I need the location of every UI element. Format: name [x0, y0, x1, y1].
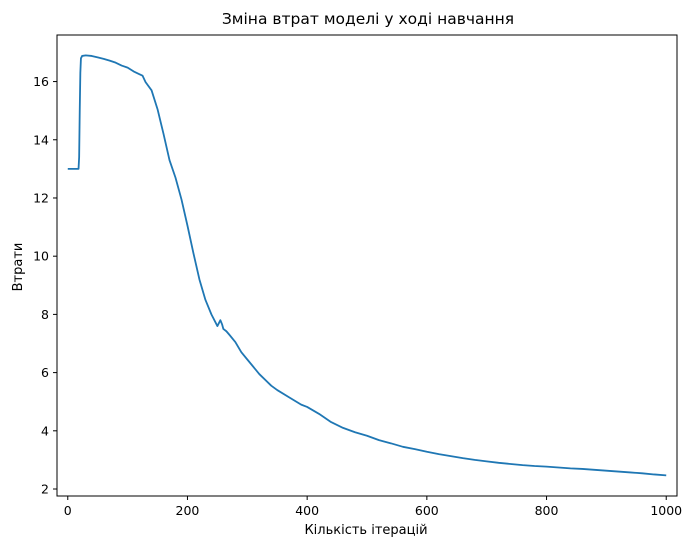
chart-title: Зміна втрат моделі у ході навчання: [222, 10, 514, 28]
y-tick-label: 14: [33, 132, 49, 147]
plot-frame: [56, 34, 678, 497]
y-tick-label: 2: [41, 482, 49, 497]
y-tick-label: 4: [41, 423, 49, 438]
y-tick-label: 16: [33, 74, 49, 89]
loss-series-line: [67, 54, 667, 477]
y-tick-label: 10: [33, 249, 49, 264]
y-tick-label: 8: [41, 307, 49, 322]
x-tick-label: 600: [415, 503, 439, 518]
x-tick-label: 200: [176, 503, 200, 518]
y-axis-label: Втрати: [11, 243, 26, 292]
y-tick-label: 12: [33, 190, 49, 205]
x-tick-label: 400: [295, 503, 319, 518]
x-axis-label: Кількість ітерацій: [304, 523, 427, 538]
x-tick-label: 1000: [650, 503, 682, 518]
x-axis: 0 200 400 600 800 1000: [64, 496, 682, 518]
x-tick-label: 800: [535, 503, 559, 518]
plot-area: 0 200 400 600 800 1000 2 4 6 8 10 12 14 16: [33, 34, 682, 518]
y-axis: 2 4 6 8 10 12 14 16: [33, 74, 57, 497]
x-tick-label: 0: [64, 503, 72, 518]
y-tick-label: 6: [41, 365, 49, 380]
